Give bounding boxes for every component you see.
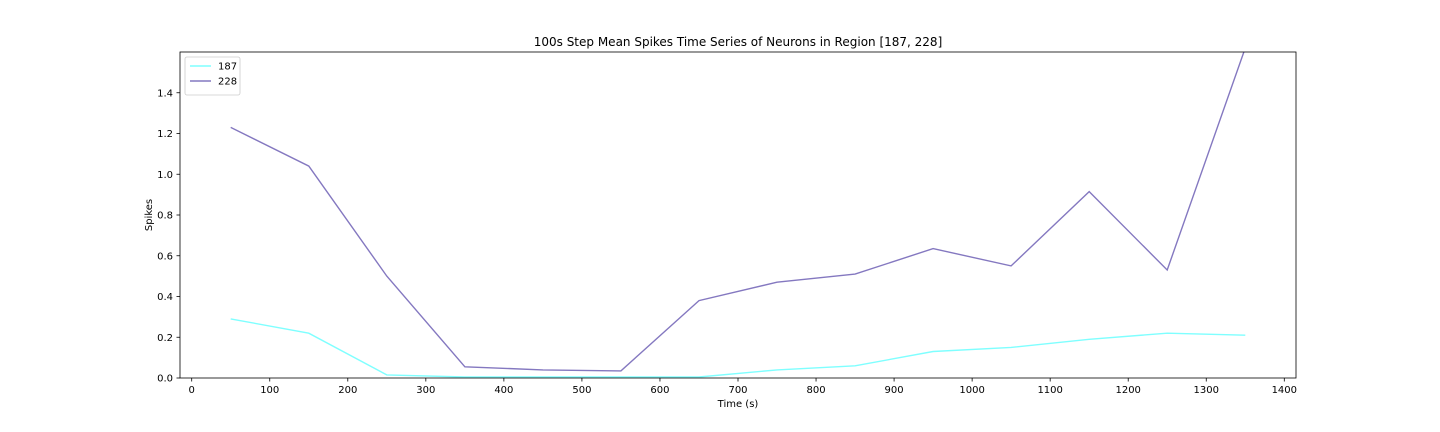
series-line-187 — [230, 318, 1246, 378]
y-tick-label: 0.2 — [157, 333, 173, 344]
x-tick-label: 500 — [572, 385, 591, 396]
x-tick-label: 700 — [728, 385, 747, 396]
x-tick-label: 1300 — [1194, 385, 1219, 396]
x-tick-label: 200 — [338, 385, 357, 396]
y-tick-label: 1.0 — [157, 170, 173, 181]
x-tick-label: 1000 — [959, 385, 984, 396]
x-tick-label: 1200 — [1115, 385, 1140, 396]
y-tick-label: 1.2 — [157, 129, 173, 140]
y-axis-title: Spikes — [144, 199, 155, 231]
x-tick-label: 800 — [806, 385, 825, 396]
legend-label-187: 187 — [218, 62, 237, 73]
y-tick-label: 0.4 — [157, 292, 173, 303]
x-axis: 0 100 200 300 400 500 600 700 800 900 1000 1100 1200… — [189, 378, 1297, 396]
series-line-228 — [230, 52, 1245, 372]
x-tick-label: 0 — [189, 385, 195, 396]
x-tick-label: 1100 — [1037, 385, 1062, 396]
series-layer — [230, 52, 1246, 378]
y-tick-label: 0.8 — [157, 211, 173, 222]
chart-title: 100s Step Mean Spikes Time Series of Neu… — [534, 35, 943, 49]
x-tick-label: 900 — [885, 385, 904, 396]
x-tick-label: 600 — [650, 385, 669, 396]
y-tick-label: 0.0 — [157, 374, 173, 385]
x-tick-label: 400 — [494, 385, 513, 396]
y-tick-label: 1.4 — [157, 88, 173, 99]
x-tick-label: 100 — [260, 385, 279, 396]
legend-label-228: 228 — [218, 77, 237, 88]
y-axis: 0.0 0.2 0.4 0.6 0.8 1.0 1.2 1.4 — [157, 88, 180, 385]
plot-frame — [179, 51, 1297, 379]
y-tick-label: 0.6 — [157, 251, 173, 262]
x-tick-label: 1400 — [1272, 385, 1297, 396]
x-axis-title: Time (s) — [717, 399, 759, 410]
x-tick-label: 300 — [416, 385, 435, 396]
